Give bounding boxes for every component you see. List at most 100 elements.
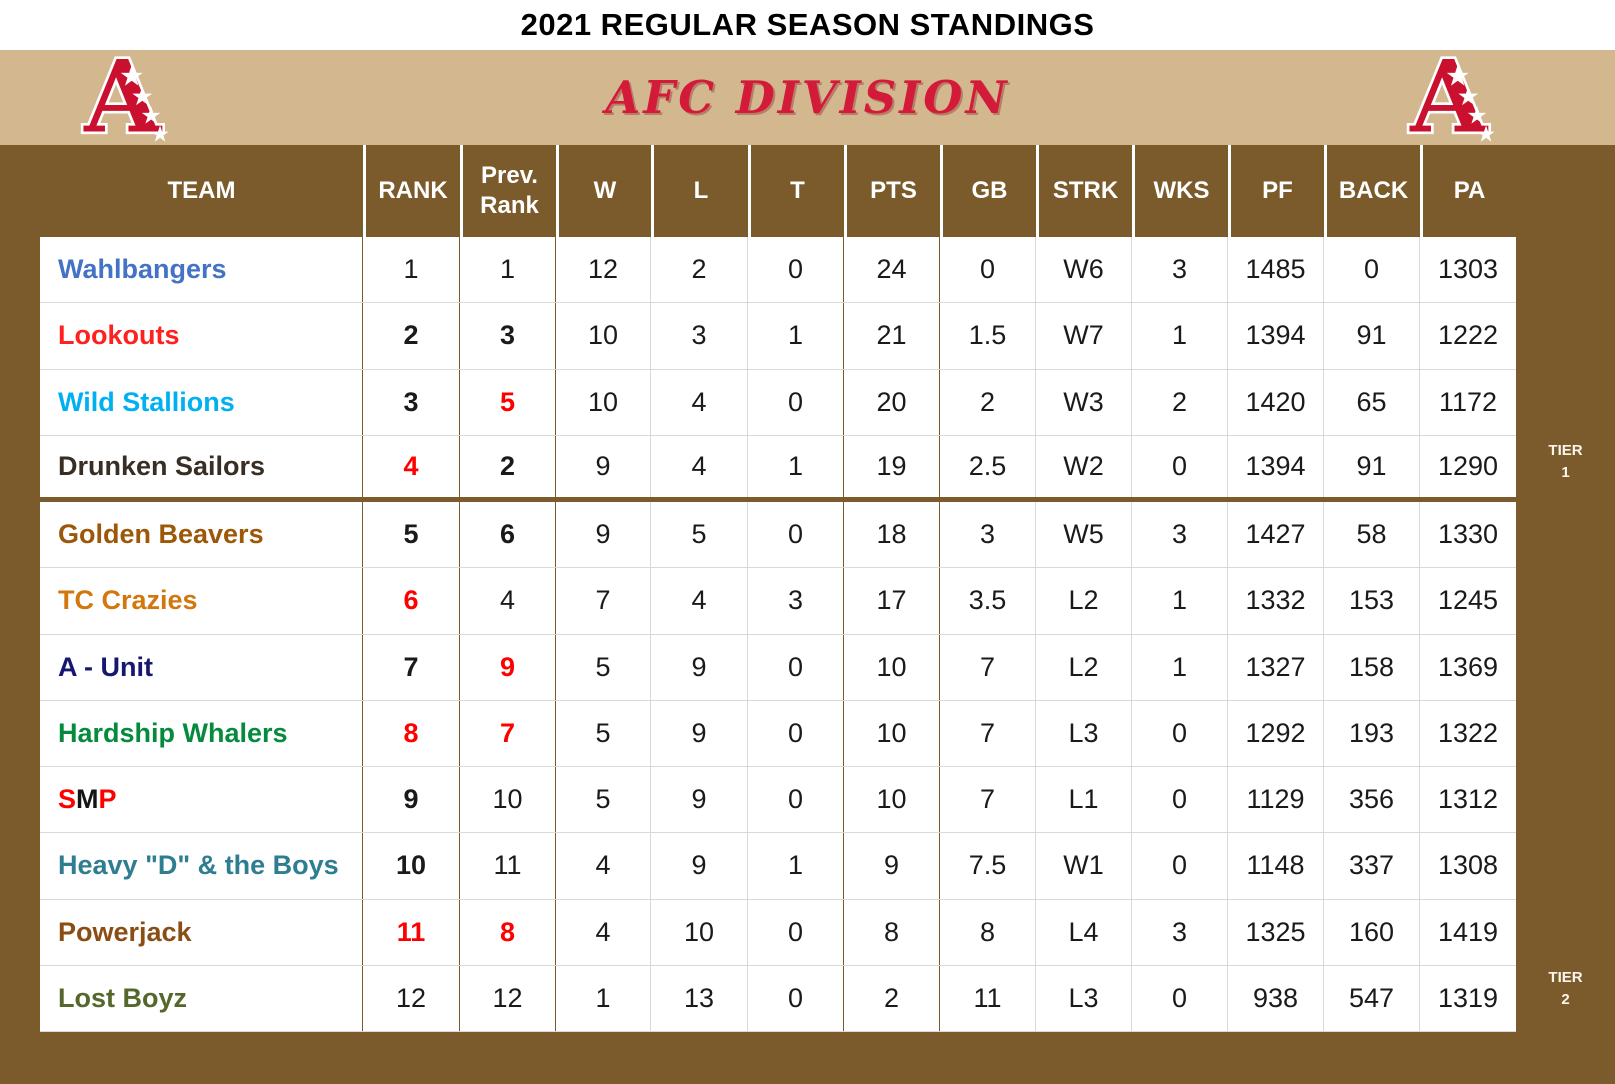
team-name-segment: Lookouts [58,320,180,351]
col-header-points: PTS [844,145,940,237]
rank-cell: 12 [363,965,460,1031]
games-back-cell: 7 [940,767,1036,833]
team-name: Wahlbangers [40,237,363,303]
ties-cell: 1 [748,833,844,899]
ties-cell: 0 [748,369,844,435]
weeks-cell: 0 [1132,833,1228,899]
svg-text:★: ★ [1457,82,1480,112]
streak-cell: L3 [1036,700,1132,766]
team-name: Lost Boyz [40,965,363,1031]
ties-cell: 0 [748,965,844,1031]
col-header-team: TEAM [167,177,236,204]
wins-cell: 7 [556,568,651,634]
wins-cell: 5 [556,700,651,766]
ties-cell: 0 [748,634,844,700]
team-name-segment: Wild Stallions [58,386,235,417]
ties-cell: 0 [748,899,844,965]
tier-1-number: 1 [1561,463,1570,481]
points-for-cell: 1325 [1228,899,1324,965]
losses-cell: 4 [651,435,748,497]
losses-cell: 13 [651,965,748,1031]
col-header-games-back: GB [940,145,1036,237]
team-name-segment: S [58,784,77,815]
rank-cell: 9 [363,767,460,833]
streak-cell: W5 [1036,502,1132,568]
rank-cell: 6 [363,568,460,634]
team-name: Powerjack [40,899,363,965]
ties-cell: 0 [748,700,844,766]
wins-cell: 10 [556,369,651,435]
weeks-cell: 3 [1132,237,1228,303]
points-cell: 2 [844,965,940,1031]
team-name: Hardship Whalers [40,700,363,766]
team-name: Lookouts [40,303,363,369]
back-cell: 547 [1324,965,1420,1031]
team-name-segment: A - Unit [58,651,153,682]
table-row: TC Crazies 6 4 7 4 3 17 3.5 L2 1 1332 153 1245 [40,568,1516,635]
games-back-cell: 2.5 [940,435,1036,497]
streak-cell: L2 [1036,568,1132,634]
games-back-cell: 2 [940,369,1036,435]
prev-rank-cell: 7 [460,700,556,766]
team-name-segment: P [98,784,117,815]
title-band: 2021 REGULAR SEASON STANDINGS [0,0,1615,50]
wins-cell: 9 [556,502,651,568]
points-for-cell: 1292 [1228,700,1324,766]
games-back-cell: 7.5 [940,833,1036,899]
table-row: Golden Beavers 5 6 9 5 0 18 3 W5 3 1427 58 1330 [40,502,1516,569]
weeks-cell: 1 [1132,634,1228,700]
games-back-cell: 7 [940,700,1036,766]
tier-1-word: TIER [1548,442,1583,459]
streak-cell: W2 [1036,435,1132,497]
col-header-prev-rank: Prev. Rank [460,145,556,237]
tier-1-label: TIER 1 [1516,440,1615,484]
points-against-cell: 1222 [1437,320,1499,351]
ties-cell: 1 [748,303,844,369]
back-cell: 158 [1324,634,1420,700]
prev-rank-cell: 10 [460,767,556,833]
table-header-row: TEAM RANK Prev. Rank W L T PTS GB STRK W… [40,145,1516,237]
left-margin-strip [0,145,40,1032]
points-against-cell: 1419 [1437,916,1499,947]
rank-cell: 4 [363,435,460,497]
points-cell: 21 [844,303,940,369]
points-for-cell: 1327 [1228,634,1324,700]
table-row: Hardship Whalers 8 7 5 9 0 10 7 L3 0 1292 193 1322 [40,700,1516,767]
points-cell: 8 [844,899,940,965]
col-header-ties: T [748,145,844,237]
weeks-cell: 0 [1132,965,1228,1031]
losses-cell: 4 [651,568,748,634]
back-cell: 0 [1324,237,1420,303]
page-title: 2021 REGULAR SEASON STANDINGS [520,7,1095,42]
back-cell: 160 [1324,899,1420,965]
weeks-cell: 2 [1132,369,1228,435]
streak-cell: L1 [1036,767,1132,833]
rank-cell: 3 [363,369,460,435]
prev-rank-cell: 8 [460,899,556,965]
points-against-cell: 1330 [1437,519,1499,550]
rank-cell: 5 [363,502,460,568]
points-for-cell: 1129 [1228,767,1324,833]
team-name-segment: Lost Boyz [58,982,188,1013]
table-row: Lost Boyz 12 12 1 13 0 2 11 L3 0 938 547 1319 [40,965,1516,1032]
wins-cell: 1 [556,965,651,1031]
team-name-segment: Golden Beavers [58,519,264,550]
losses-cell: 9 [651,634,748,700]
col-header-streak: STRK [1036,145,1132,237]
weeks-cell: 1 [1132,303,1228,369]
weeks-cell: 3 [1132,502,1228,568]
table-row: Drunken Sailors 4 2 9 4 1 19 2.5 W2 0 1394 91 1290 [40,435,1516,502]
team-name-segment: Powerjack [58,916,192,947]
svg-text:★: ★ [119,60,144,93]
points-for-cell: 1427 [1228,502,1324,568]
points-for-cell: 1420 [1228,369,1324,435]
points-against-cell: 1322 [1437,717,1499,748]
losses-cell: 3 [651,303,748,369]
losses-cell: 5 [651,502,748,568]
afc-logo-right: A ★ ★ ★ ★ [1407,52,1496,145]
wins-cell: 5 [556,634,651,700]
points-for-cell: 1394 [1228,435,1324,497]
losses-cell: 4 [651,369,748,435]
